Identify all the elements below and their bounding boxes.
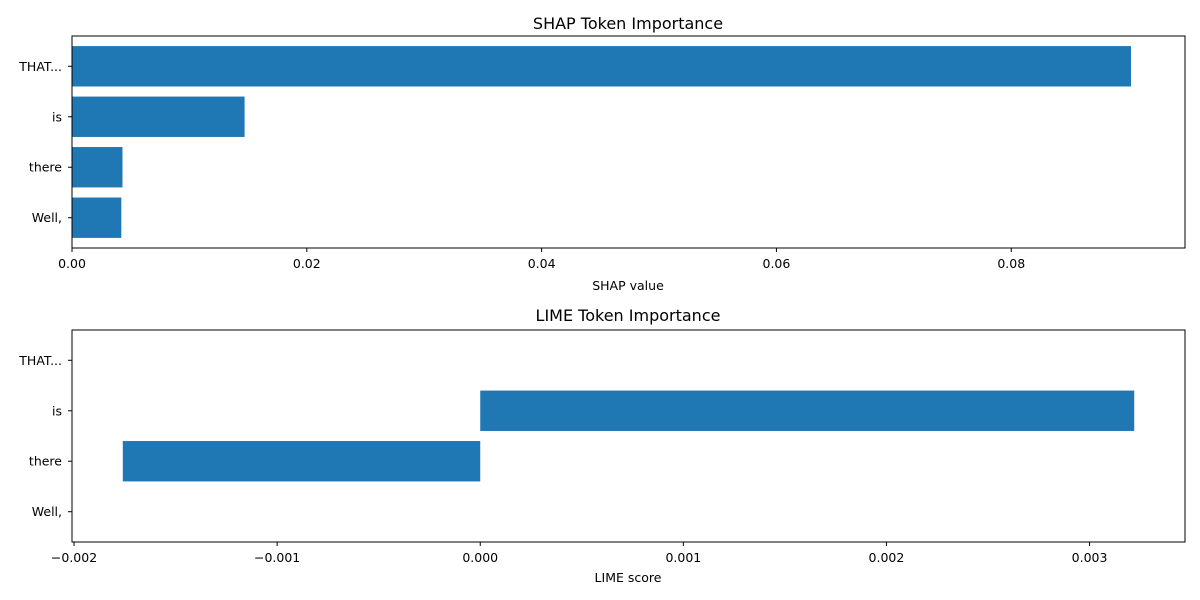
lime-x-tick-label: −0.002 (51, 550, 97, 565)
shap-x-tick-label: 0.00 (58, 256, 86, 271)
lime-bar (122, 441, 481, 482)
shap-bars (72, 46, 1131, 238)
shap-bar (72, 46, 1131, 87)
shap-y-tick-label: is (52, 109, 62, 124)
shap-y-tick-label: there (29, 160, 62, 175)
shap-plot-frame (71, 35, 1186, 249)
shap-bar (72, 147, 123, 188)
shap-chart: SHAP Token Importance THAT... is there Well… (18, 14, 1186, 293)
shap-chart-title: SHAP Token Importance (533, 14, 723, 33)
shap-y-tick-label: THAT... (18, 59, 62, 74)
lime-y-tick-label: Well, (32, 504, 62, 519)
lime-plot-frame (71, 329, 1186, 543)
shap-x-ticks: 0.00 0.02 0.04 0.06 0.08 (58, 248, 1025, 271)
lime-y-tick-label: there (29, 454, 62, 469)
lime-x-tick-label: −0.001 (254, 550, 300, 565)
lime-y-tick-label: is (52, 403, 62, 418)
shap-x-tick-label: 0.02 (293, 256, 321, 271)
lime-chart-title: LIME Token Importance (536, 306, 721, 325)
lime-chart: LIME Token Importance THAT... is there Well… (18, 306, 1186, 585)
lime-x-ticks: −0.002 −0.001 0.000 0.001 0.002 0.003 (51, 542, 1108, 565)
shap-y-ticks: THAT... is there Well, (18, 59, 72, 225)
shap-x-axis-label: SHAP value (592, 278, 664, 293)
shap-x-tick-label: 0.08 (997, 256, 1025, 271)
lime-x-tick-label: 0.000 (462, 550, 498, 565)
lime-bars (122, 390, 1135, 482)
lime-x-axis-label: LIME score (595, 570, 662, 585)
shap-y-tick-label: Well, (32, 210, 62, 225)
shap-x-tick-label: 0.04 (528, 256, 556, 271)
lime-x-tick-label: 0.003 (1072, 550, 1108, 565)
lime-y-ticks: THAT... is there Well, (18, 353, 72, 519)
shap-x-tick-label: 0.06 (763, 256, 791, 271)
lime-bar (480, 390, 1135, 431)
lime-y-tick-label: THAT... (18, 353, 62, 368)
shap-bar (72, 96, 245, 137)
lime-x-tick-label: 0.001 (665, 550, 701, 565)
lime-x-tick-label: 0.002 (869, 550, 905, 565)
shap-bar (72, 197, 122, 238)
